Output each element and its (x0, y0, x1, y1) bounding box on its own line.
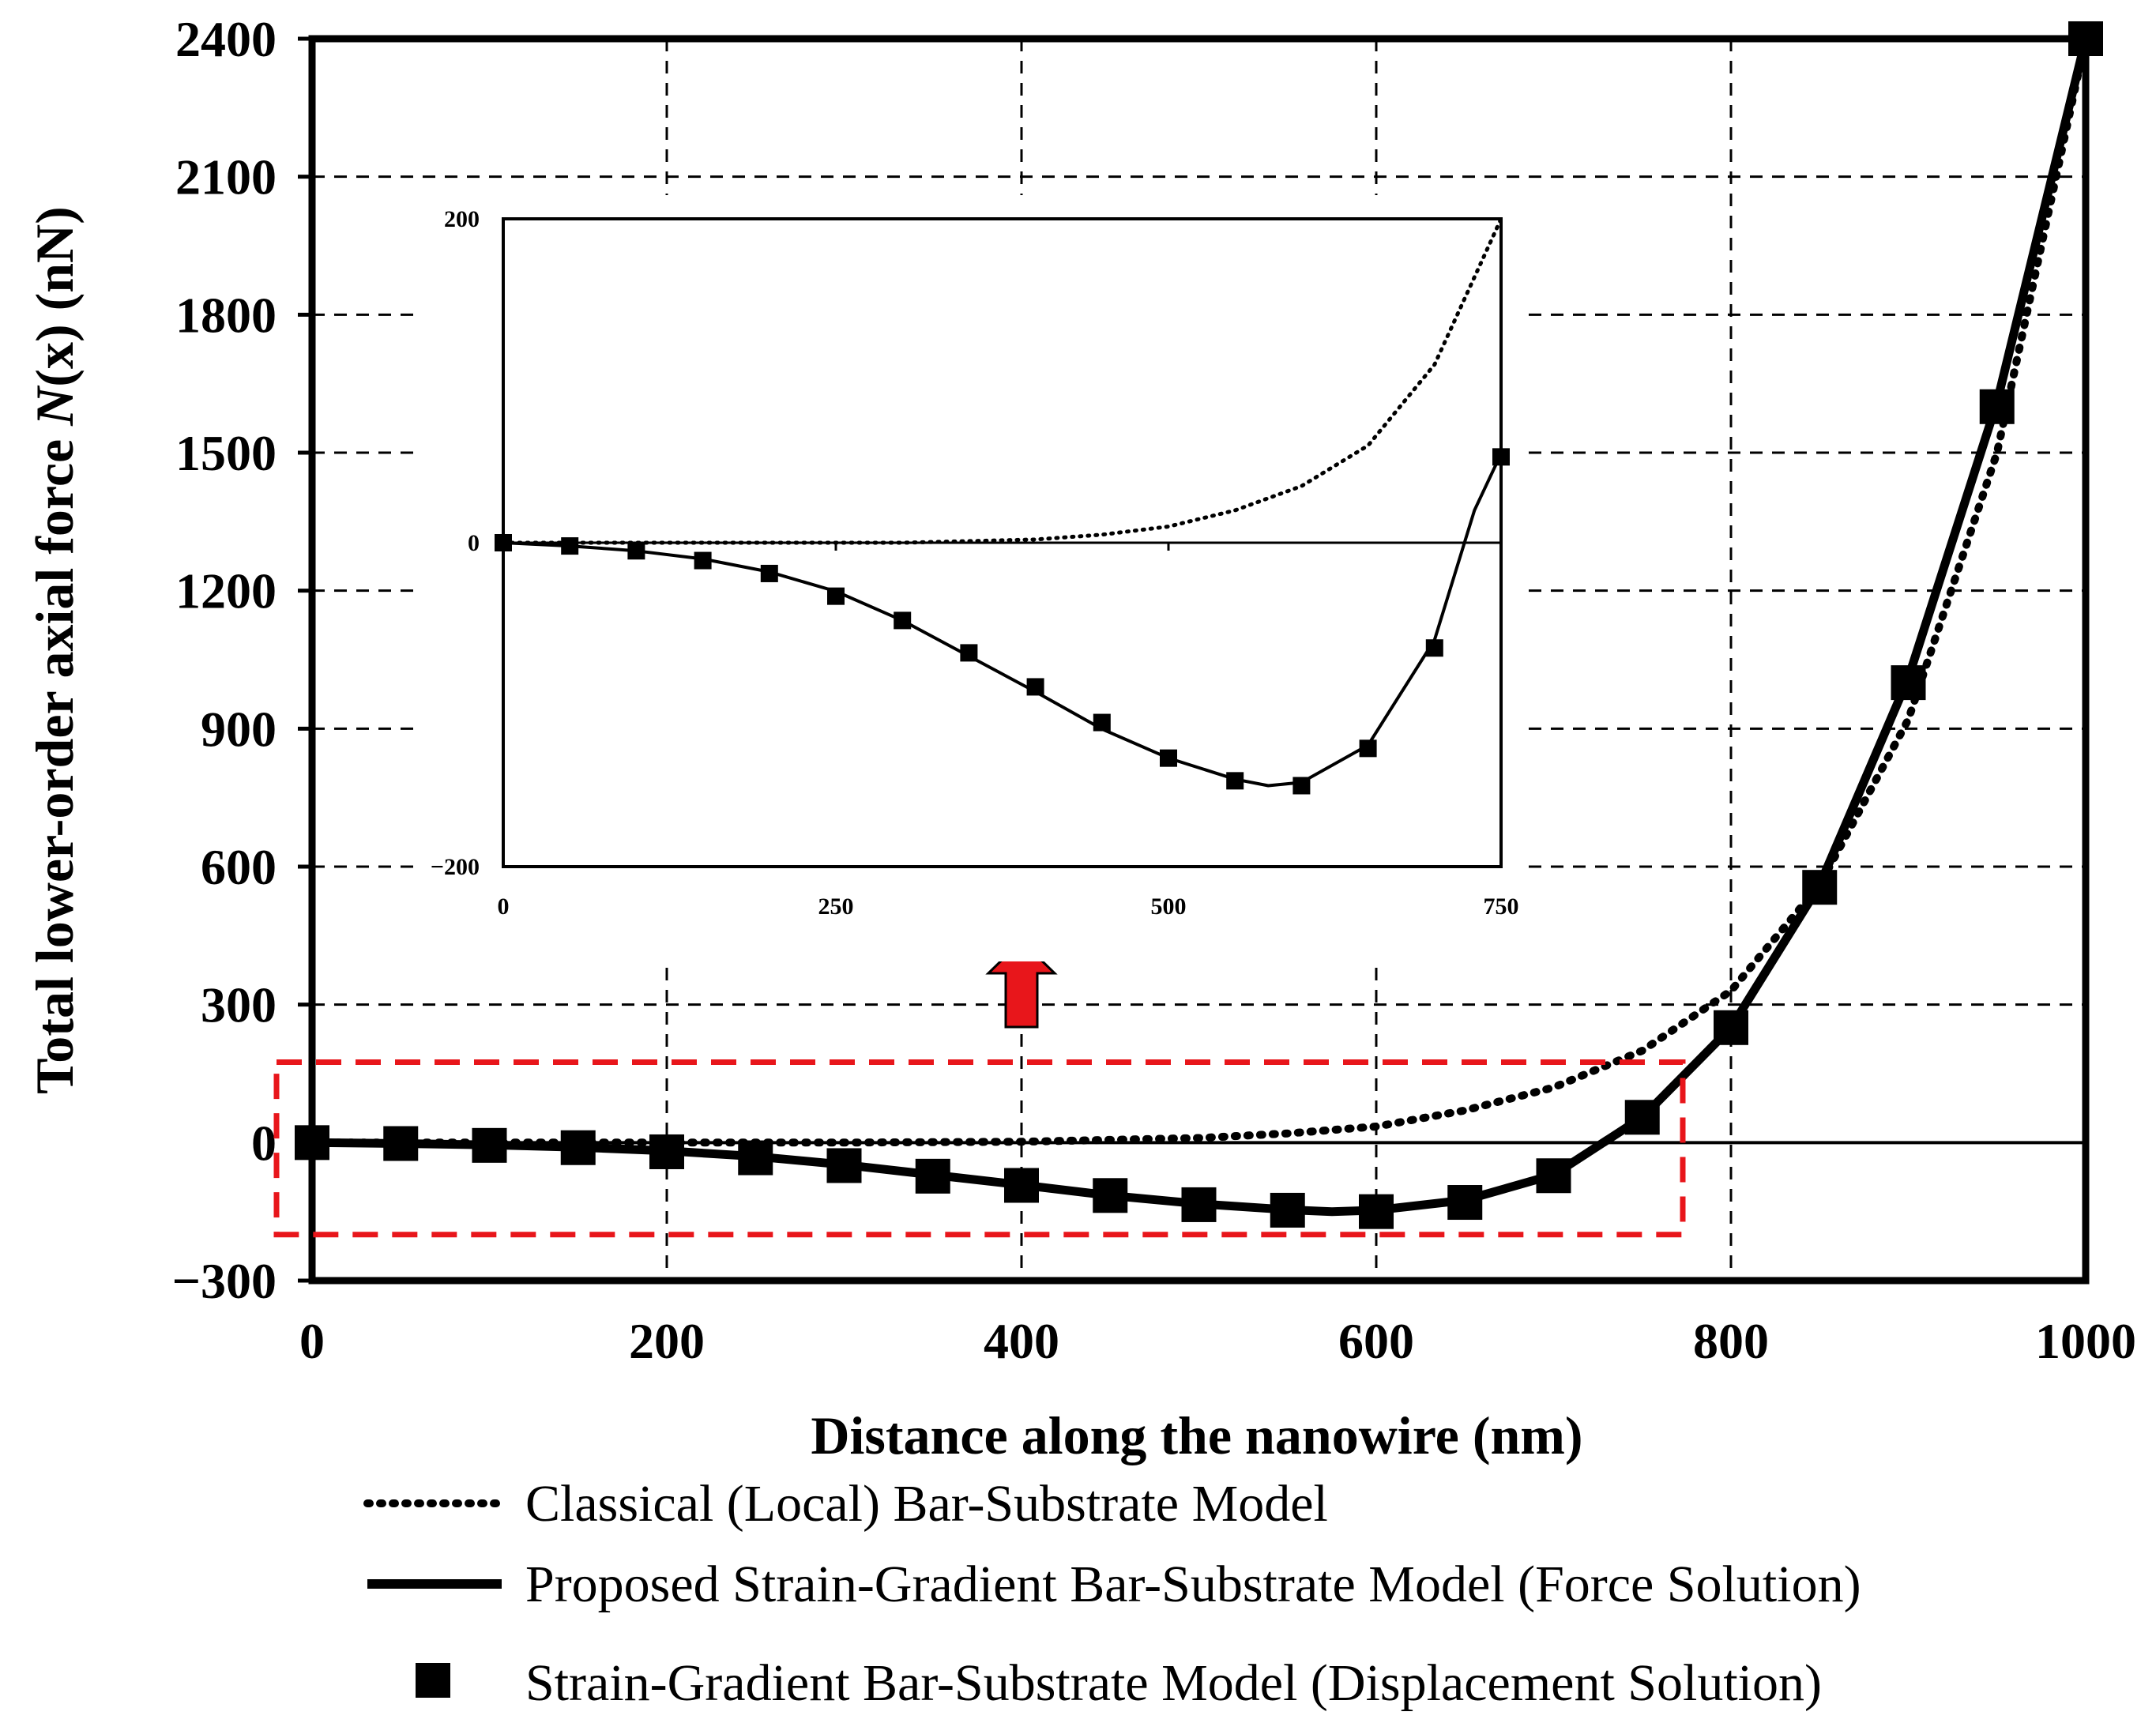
series-displacement-marker (1891, 665, 1926, 701)
series-displacement-marker (1624, 1100, 1660, 1135)
series-displacement-marker (560, 1130, 596, 1165)
main-series (295, 21, 2103, 1229)
inset-x-tick-label: 0 (498, 893, 510, 920)
inset-x-tick-label: 500 (1151, 893, 1187, 920)
inset-classical-line (501, 216, 1503, 545)
series-displacement-marker (1802, 870, 1838, 905)
legend-item-displacement-solution: Strain-Gradient Bar-Substrate Model (Dis… (525, 1654, 1822, 1712)
inset-displacement-marker (894, 611, 912, 630)
y-tick-label: −300 (172, 1253, 277, 1309)
inset-displacement-marker (495, 534, 512, 551)
x-tick-label: 200 (629, 1313, 705, 1369)
inset-chart: 0 250 500 750 −200 0 200 (416, 195, 1525, 961)
inset-displacement-marker (1359, 739, 1377, 758)
series-displacement-marker (1447, 1185, 1483, 1221)
inset-y-tick-label: 0 (468, 530, 480, 556)
inset-displacement-marker (760, 564, 778, 582)
x-axis-title: Distance along the nanowire (nm) (811, 1405, 1582, 1465)
y-tick-labels: −300 0 300 600 900 1200 1500 1800 2100 2400 (172, 11, 277, 1309)
legend-square-marker-icon (416, 1663, 450, 1698)
y-axis-title-paren: (x) (24, 324, 85, 386)
inset-y-tick-label: −200 (431, 854, 480, 880)
legend: Classical (Local) Bar-Substrate Model Pr… (363, 1475, 1861, 1712)
y-axis-title-text: Total lower-order axial force (24, 426, 85, 1094)
legend-item-force-solution: Proposed Strain-Gradient Bar-Substrate M… (525, 1556, 1861, 1613)
inset-displacement-marker (827, 587, 845, 605)
series-displacement-marker (1979, 389, 2015, 424)
x-tick-label: 400 (984, 1313, 1059, 1369)
series-displacement-marker (1093, 1178, 1128, 1213)
inset-displacement-marker (627, 542, 645, 560)
series-displacement-marker (1270, 1192, 1305, 1228)
y-tick-label: 1800 (175, 287, 277, 343)
inset-background (416, 195, 1525, 961)
x-tick-label: 600 (1338, 1313, 1414, 1369)
inset-x-tick-label: 750 (1484, 893, 1519, 920)
y-tick-label: 2400 (175, 11, 277, 67)
y-tick-label: 1200 (175, 563, 277, 619)
x-tick-label: 800 (1693, 1313, 1769, 1369)
y-axis-title: Total lower-order axial force N(x) (nN) (24, 206, 85, 1094)
series-displacement-marker (1181, 1187, 1217, 1222)
inset-x-tick-label: 250 (818, 893, 854, 920)
series-displacement-marker (649, 1134, 684, 1169)
series-displacement-marker (295, 1125, 329, 1161)
y-axis-title-unit: (nN) (24, 206, 85, 324)
inset-displacement-marker (1226, 772, 1244, 790)
y-tick-label: 900 (201, 701, 277, 757)
inset-displacement-marker (694, 551, 712, 570)
y-axis-title-var: N (24, 385, 85, 427)
series-displacement-marker (472, 1127, 507, 1163)
series-displacement-marker (915, 1158, 950, 1194)
series-displacement-marker (1536, 1158, 1571, 1194)
inset-displacement-marker (1026, 678, 1044, 696)
series-displacement-marker (738, 1140, 773, 1176)
series-displacement-marker (2068, 21, 2103, 56)
inset-displacement-marker (1093, 713, 1111, 732)
x-tick-label: 0 (299, 1313, 325, 1369)
series-displacement-marker (1004, 1168, 1039, 1203)
series-displacement-marker (1359, 1194, 1394, 1229)
series-force-line (311, 37, 2090, 1217)
legend-item-classical: Classical (Local) Bar-Substrate Model (525, 1475, 1328, 1533)
inset-force-line (502, 453, 1503, 788)
inset-displacement-marker (1492, 448, 1510, 466)
inset-displacement-marker (1425, 639, 1443, 657)
y-tick-label: 300 (201, 977, 277, 1033)
y-tick-label: 0 (251, 1115, 277, 1171)
y-tick-label: 1500 (175, 425, 277, 481)
x-tick-labels: 0 200 400 600 800 1000 (299, 1313, 2136, 1369)
y-tick-label: 2100 (175, 149, 277, 205)
series-displacement-marker (383, 1126, 419, 1161)
inset-displacement-marker (561, 537, 579, 555)
inset-displacement-marker (960, 644, 978, 662)
inset-displacement-marker (1160, 749, 1177, 767)
series-displacement-marker (826, 1148, 862, 1183)
plot-frame (308, 35, 2090, 1285)
y-tick-label: 600 (201, 839, 277, 895)
inset-y-tick-label: 200 (444, 206, 480, 232)
x-tick-label: 1000 (2035, 1313, 2136, 1369)
inset-displacement-marker (1292, 777, 1311, 795)
series-displacement-marker (1714, 1010, 1748, 1045)
